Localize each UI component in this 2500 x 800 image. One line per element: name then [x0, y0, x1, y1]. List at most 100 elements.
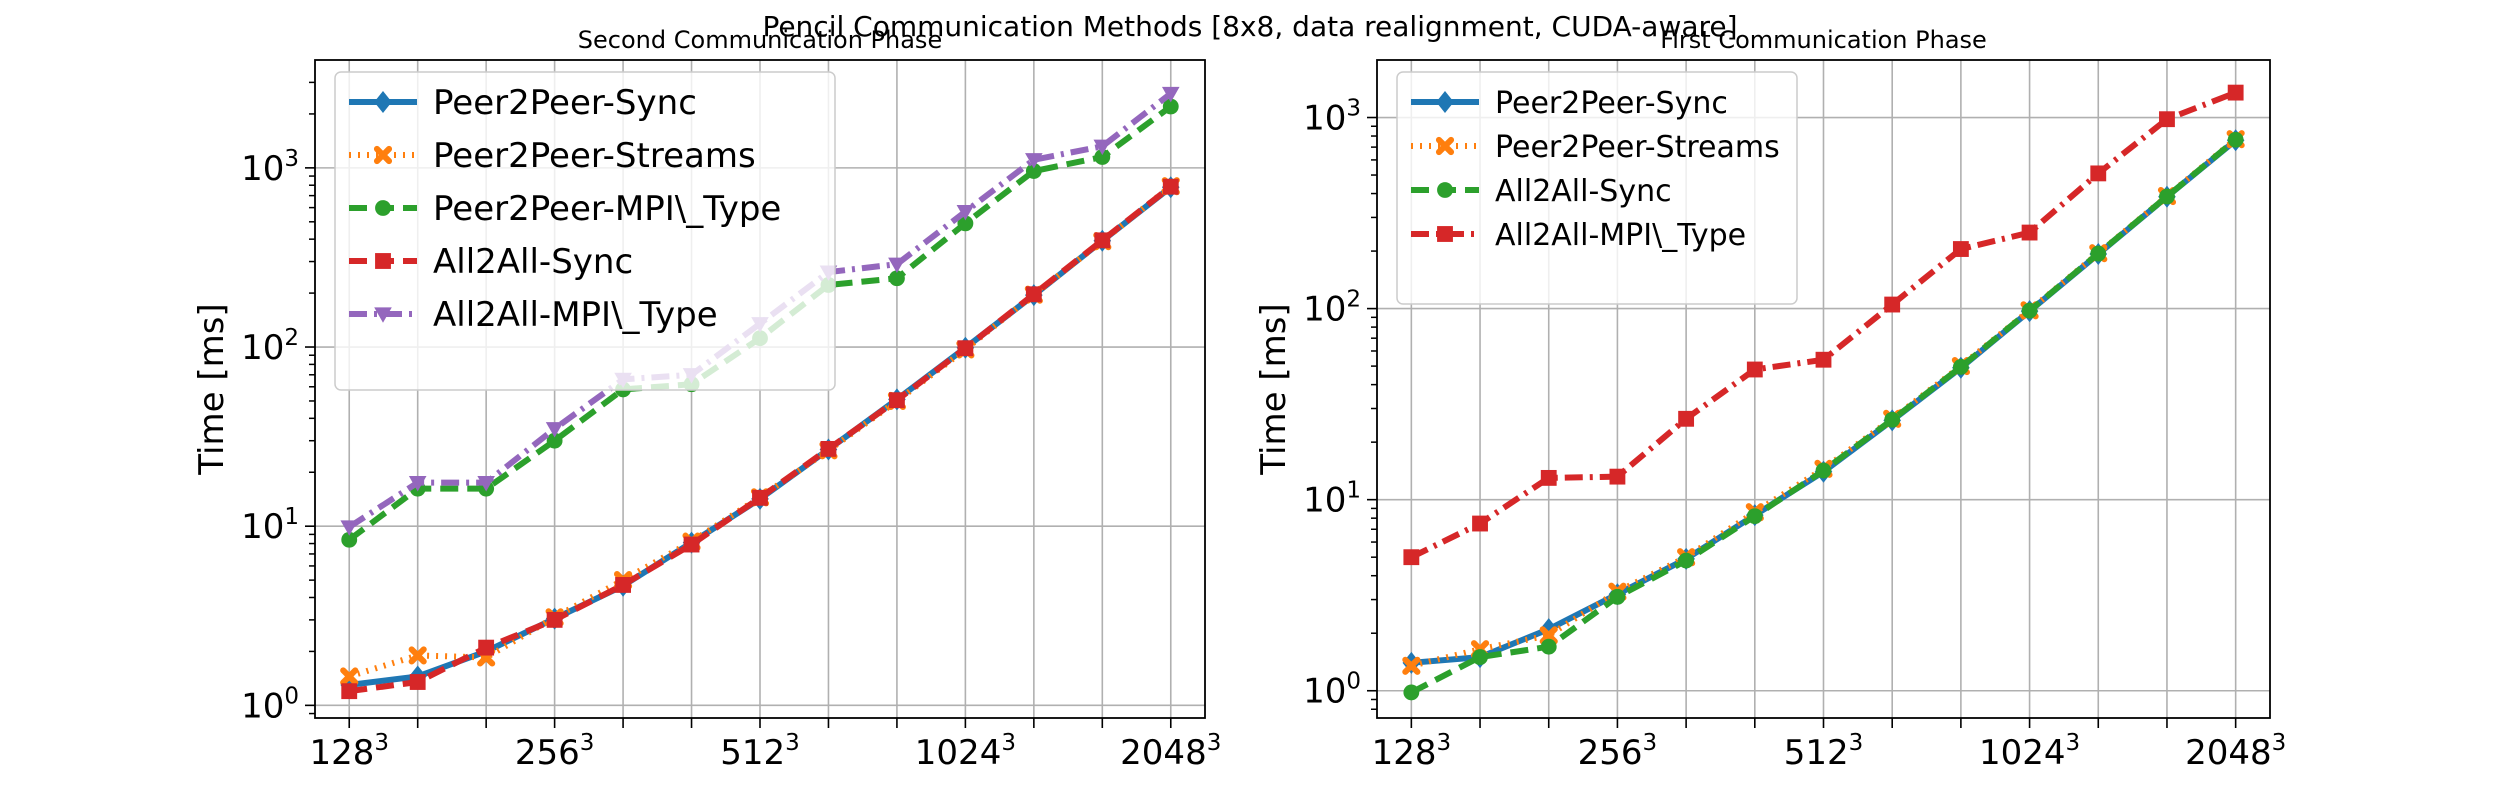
data-point-all2all-mpi-type: [1678, 410, 1695, 427]
data-point-peer2peer-streams: [1402, 656, 1421, 675]
data-point-all2all-mpi-type: [1403, 549, 1420, 566]
legend-marker-peer2peer-sync: [1436, 91, 1454, 113]
legend-marker-peer2peer-sync: [374, 91, 392, 113]
y-minor-ticks: [1371, 125, 1377, 711]
data-point-peer2peer-streams: [1539, 626, 1558, 645]
x-tick-label: 20483: [1120, 730, 1221, 773]
legend-marker-peer2peer-mpi-type: [375, 200, 391, 216]
legend-label-all2all-sync: All2All-Sync: [433, 242, 633, 282]
legend-label-peer2peer-streams: Peer2Peer-Streams: [1495, 130, 1780, 165]
data-point-peer2peer-mpi-type: [341, 531, 358, 548]
data-point-all2all-mpi-type: [2227, 84, 2244, 101]
data-point-all2all-mpi-type: [2090, 165, 2107, 182]
legend-box: [334, 71, 836, 391]
x-tick-label: 1283: [1372, 730, 1452, 773]
y-axis-label: Time [ms]: [1254, 303, 1294, 475]
data-point-all2all-mpi-type: [1609, 468, 1626, 485]
data-point-peer2peer-mpi-type: [889, 270, 905, 287]
data-point-all2all-sync: [1884, 411, 1901, 428]
x-tick-label: 20483: [2185, 730, 2286, 773]
data-point-all2all-mpi-type: [1540, 469, 1557, 486]
legend-marker-all2all-sync: [375, 253, 391, 269]
data-point-all2all-sync: [1025, 286, 1042, 303]
data-point-all2all-sync: [2021, 302, 2038, 319]
y-tick-label: 103: [1303, 96, 1361, 139]
data-point-all2all-mpi-type: [888, 257, 906, 273]
figure-title: Pencil Communication Methods [8x8, data …: [762, 10, 1738, 43]
data-point-all2all-sync: [2090, 245, 2107, 262]
data-point-all2all-sync: [1815, 462, 1832, 479]
data-point-peer2peer-mpi-type: [1025, 163, 1042, 179]
axes-frame: [1376, 59, 2271, 719]
legend-marker-peer2peer-streams: [1435, 136, 1455, 156]
data-point-all2all-sync: [1472, 649, 1488, 666]
data-point-all2all-sync: [1678, 552, 1695, 569]
data-point-all2all-mpi-type: [1746, 361, 1763, 378]
data-point-all2all-sync: [683, 536, 700, 553]
series-group: [1402, 84, 2245, 701]
legend-label-peer2peer-streams: Peer2Peer-Streams: [433, 136, 756, 176]
y-tick-label: 101: [1303, 478, 1361, 521]
data-point-all2all-sync: [341, 683, 358, 700]
y-tick-label: 100: [1303, 669, 1361, 712]
x-tick-label: 2563: [1578, 730, 1658, 773]
data-point-all2all-sync: [1403, 684, 1420, 701]
data-point-all2all-mpi-type: [1025, 153, 1043, 169]
data-point-all2all-sync: [1540, 638, 1557, 655]
data-point-all2all-mpi-type: [1815, 351, 1832, 368]
data-point-all2all-sync: [478, 639, 495, 656]
x-tick-label: 2563: [515, 730, 595, 773]
data-point-peer2peer-mpi-type: [957, 215, 974, 232]
x-tick-label: 5123: [1784, 730, 1864, 773]
legend-label-peer2peer-sync: Peer2Peer-Sync: [1495, 86, 1728, 121]
x-axis-ticks: 1283 2563 5123 10243 20483: [1372, 718, 2286, 773]
data-point-all2all-mpi-type: [1472, 515, 1488, 532]
x-axis-ticks: 1283 2563 5123 10243 20483: [309, 718, 1221, 773]
data-point-peer2peer-mpi-type: [1162, 98, 1179, 115]
axes-frame: [314, 59, 1206, 719]
legend-box: [1396, 71, 1798, 305]
legend-label-all2all-mpi-type: All2All-MPI\_Type: [433, 295, 718, 335]
data-point-all2all-sync: [752, 489, 768, 506]
data-point-peer2peer-streams: [408, 646, 427, 665]
data-point-all2all-mpi-type: [1884, 296, 1901, 313]
data-point-all2all-sync: [1094, 232, 1111, 249]
x-tick-label: 5123: [720, 730, 800, 773]
data-point-all2all-mpi-type: [408, 476, 427, 492]
data-point-all2all-mpi-type: [477, 476, 495, 492]
legend-marker-all2all-mpi-type: [1437, 226, 1453, 242]
data-point-all2all-sync: [957, 340, 974, 357]
data-point-all2all-sync: [1609, 588, 1626, 605]
data-point-all2all-sync: [889, 392, 905, 409]
legend-label-peer2peer-sync: Peer2Peer-Sync: [433, 83, 697, 123]
legend-marker-all2all-sync: [1437, 182, 1453, 198]
y-axis-ticks: 100 101 102 103: [1303, 96, 1377, 712]
data-point-all2all-mpi-type: [340, 520, 359, 536]
data-point-all2all-mpi-type: [2021, 224, 2038, 241]
legend: Peer2Peer-Sync Peer2Peer-Streams Peer2Peer…: [334, 71, 836, 391]
data-point-peer2peer-streams: [340, 667, 359, 686]
data-point-all2all-sync: [409, 674, 426, 690]
y-tick-label: 101: [241, 504, 299, 547]
y-tick-label: 102: [241, 325, 299, 368]
data-point-all2all-sync: [820, 440, 837, 457]
legend-label-all2all-mpi-type: All2All-MPI\_Type: [1495, 218, 1746, 253]
y-tick-label: 100: [241, 683, 299, 726]
data-point-all2all-mpi-type: [545, 422, 564, 438]
data-point-all2all-sync: [546, 611, 563, 628]
data-point-all2all-sync: [1162, 178, 1179, 195]
chart-title: Second Communication Phase: [578, 26, 942, 54]
x-tick-label: 1283: [309, 730, 389, 773]
data-point-peer2peer-mpi-type: [546, 432, 563, 449]
y-minor-ticks: [309, 81, 315, 715]
data-point-all2all-sync: [1746, 508, 1763, 525]
data-point-all2all-mpi-type: [1093, 139, 1112, 156]
x-tick-label: 10243: [915, 730, 1016, 773]
y-axis-label: Time [ms]: [192, 303, 232, 475]
legend-label-peer2peer-mpi-type: Peer2Peer-MPI\_Type: [433, 189, 781, 229]
y-tick-label: 102: [1303, 287, 1361, 330]
data-point-all2all-mpi-type: [2159, 111, 2175, 128]
